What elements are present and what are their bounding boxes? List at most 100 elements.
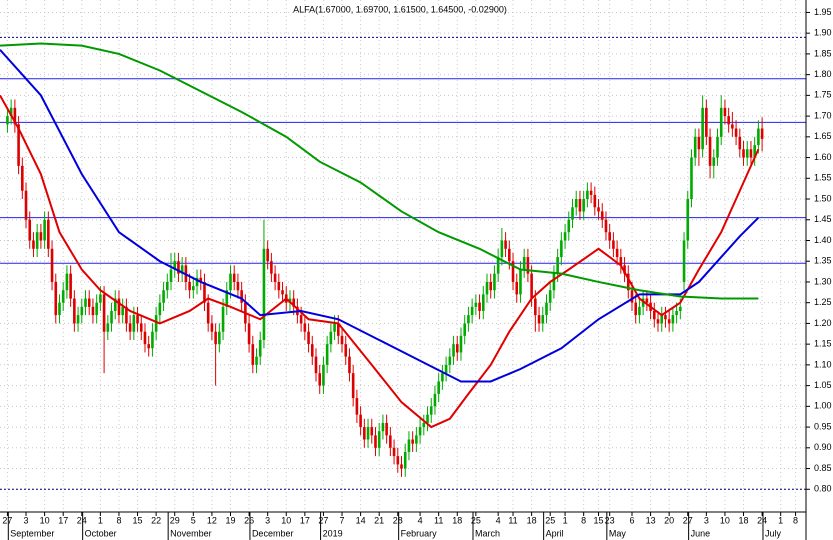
candle-body [95,302,98,316]
candle-body [32,240,35,249]
candle-body [69,273,72,299]
candle-body [58,302,61,316]
x-tick-label: 10 [720,515,730,525]
x-tick-label: 6 [629,515,634,525]
candle-body [712,157,716,166]
candle-body [548,290,552,303]
candle-body [344,344,348,357]
candle-body [188,281,191,291]
candle-body [147,344,151,349]
x-tick-label: 10 [40,515,50,525]
candle-body [125,306,128,324]
x-tick-label: 29 [170,515,180,525]
candle-body [545,302,548,316]
candle-body [656,319,660,324]
candle-body [177,261,180,274]
candle-body [641,298,645,307]
candle-body [363,427,366,440]
candle-body [626,273,630,291]
y-tick-label: 1.35 [814,256,832,266]
candle-body [39,232,43,241]
moving-average-line [0,49,760,383]
candle-body [218,331,221,345]
candle-body [467,315,470,324]
candle-body [441,373,444,382]
candle-body [630,290,634,303]
y-tick-label: 1.00 [814,401,832,411]
candle-body [474,302,478,307]
candle-body [236,281,240,291]
candle-body [731,124,734,129]
candle-body [43,219,46,241]
candle-body [121,306,124,316]
candle-body [151,331,154,349]
x-tick-label: 1 [778,515,783,525]
candle-body [195,277,199,287]
y-tick-label: 1.70 [814,110,832,120]
candle-body [392,447,396,457]
candle-body [136,315,139,324]
candle-body [374,435,377,448]
chart-title: ALFA(1.67000, 1.69700, 1.61500, 1.64500,… [293,4,507,14]
candle-body [433,393,437,407]
candle-body [214,331,217,345]
candle-body [686,199,690,241]
candle-body [455,344,459,353]
candle-body [351,373,355,399]
candle-body [508,248,511,262]
x-tick-label: 27 [2,515,12,525]
candle-body [318,373,322,386]
moving-average-line [0,42,759,300]
candle-body [396,456,400,465]
y-tick-label: 1.30 [814,276,832,286]
candle-body [615,248,619,258]
x-tick-label: 1 [98,515,103,525]
x-tick-label: 3 [24,515,29,525]
candle-body [660,315,664,324]
candle-body [415,435,418,444]
candle-body [154,315,158,332]
candle-body [132,315,136,332]
candle-body [612,240,615,249]
candle-body [760,128,764,139]
y-tick-label: 1.10 [814,359,832,369]
candle-body [664,315,667,320]
candle-body [690,157,693,200]
candle-body [552,273,556,291]
month-label: May [609,528,627,538]
candle-body [560,240,563,258]
candle-body [24,190,28,220]
x-tick-label: 8 [581,515,586,525]
candle-body [719,107,723,137]
candle-body [192,286,195,291]
candle-body [459,335,463,353]
candle-body [337,323,340,336]
x-tick-label: 11 [508,515,517,525]
candle-body [534,298,537,316]
candle-body [582,199,585,212]
y-tick-label: 0.90 [814,442,832,452]
candle-body [73,298,76,324]
candle-body [84,298,87,307]
moving-average-line [0,94,760,429]
y-tick-label: 1.20 [814,318,832,328]
x-tick-label: 27 [683,515,693,525]
candle-body [645,298,649,303]
y-tick-label: 1.50 [814,193,832,203]
y-tick-label: 0.85 [814,463,832,473]
candle-body [496,257,500,274]
candle-body [61,290,65,303]
candle-body [199,277,203,282]
candle-body [682,240,686,282]
month-label: April [546,528,564,538]
candle-body [17,124,20,166]
y-tick-label: 1.65 [814,131,832,141]
candle-body [322,364,325,386]
candle-body [251,344,255,365]
candle-body [225,290,229,307]
candle-body [597,207,600,212]
candle-body [47,219,50,249]
x-tick-label: 11 [434,515,443,525]
candle-body [567,219,571,233]
candle-body [489,281,493,291]
